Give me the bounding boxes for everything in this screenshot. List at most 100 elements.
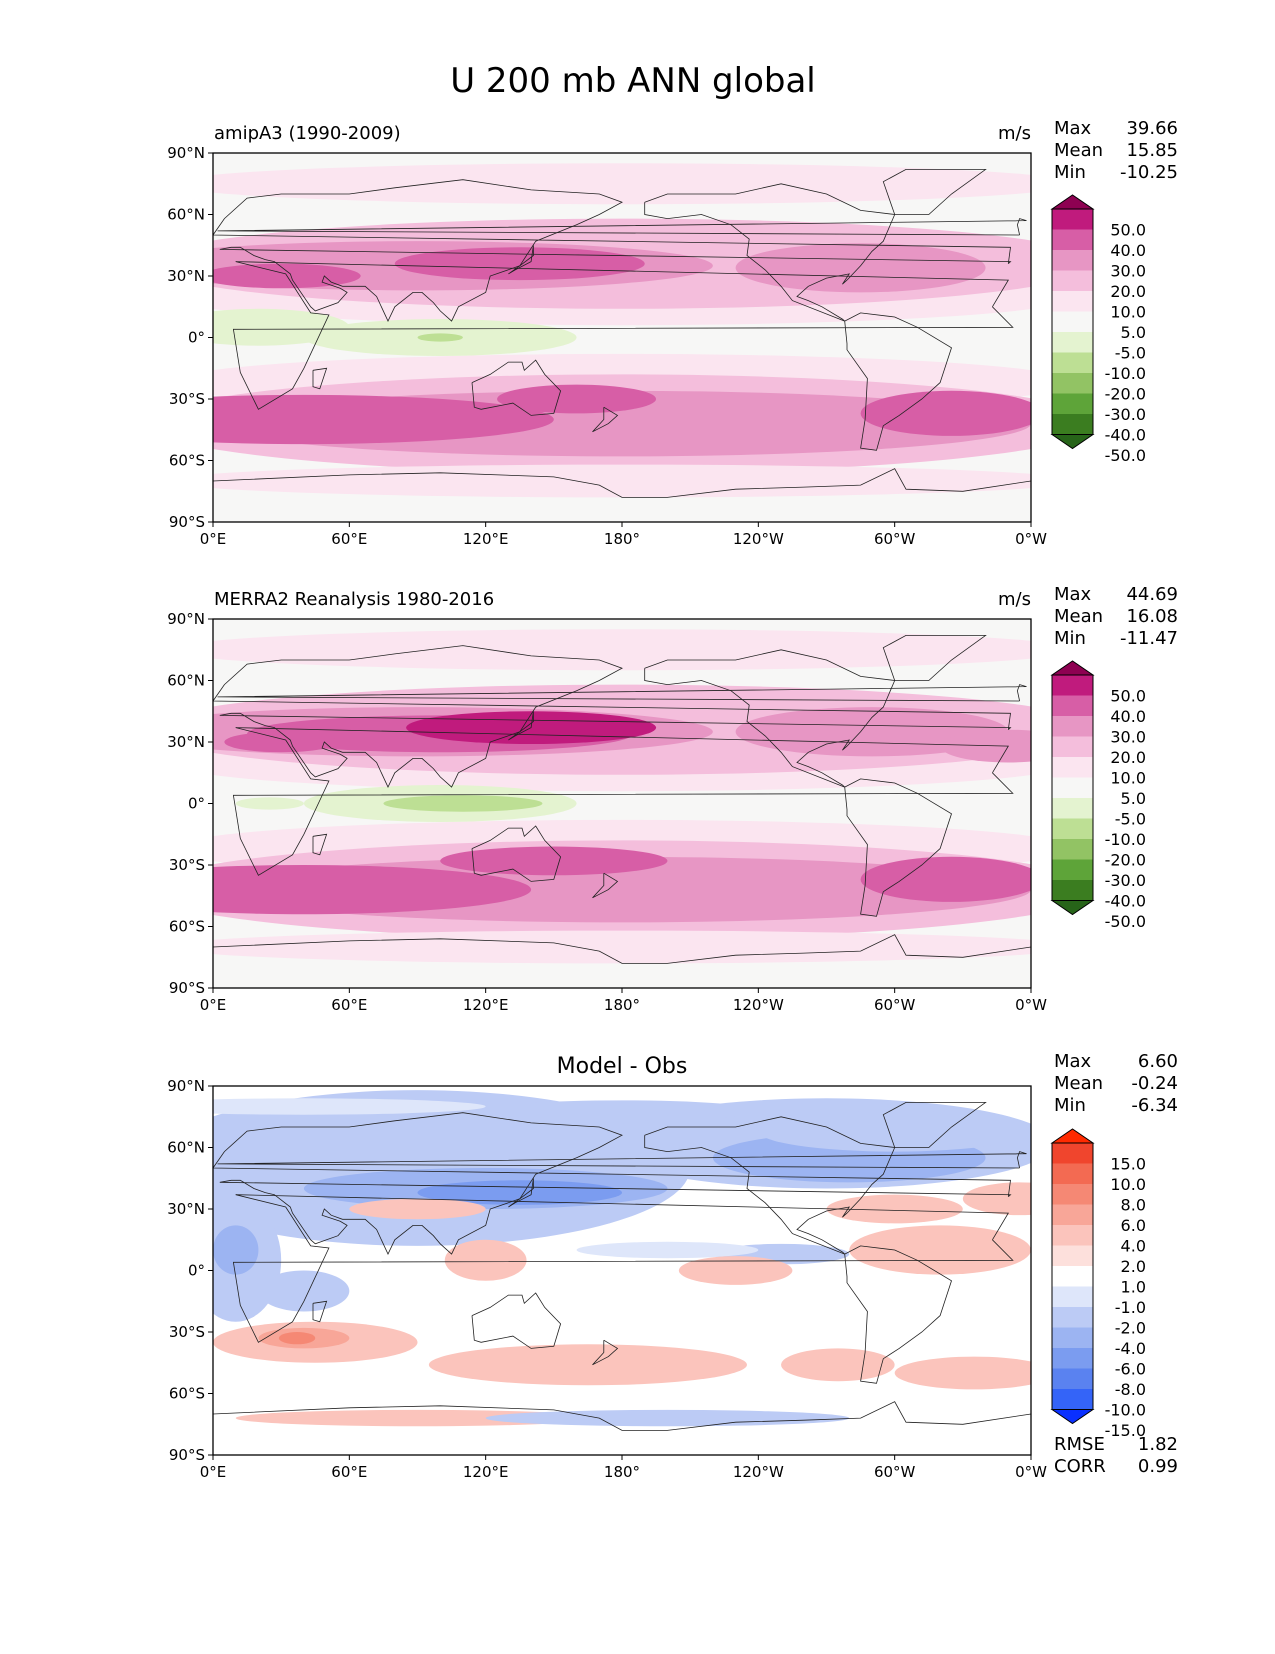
contour-region [962,1182,1031,1216]
x-tick-label: 60°E [331,530,367,548]
contour-region [576,1241,759,1259]
colorbar-segment [1052,1143,1093,1164]
colorbar-segment [1052,839,1093,860]
coastline [217,218,1027,236]
y-tick-label: 60°N [167,206,205,224]
corr-value: 0.99 [1138,1456,1178,1477]
contour-region [235,797,304,810]
coastline [213,1112,1012,1256]
coastline [508,1178,534,1208]
colorbar-segment [1052,414,1093,435]
contour-region [235,1409,600,1427]
coastline [232,261,1014,410]
reference-mean-value: 16.08 [1126,606,1178,627]
colorbar-segment [1052,209,1093,230]
difference-mean-value: -0.24 [1131,1073,1178,1094]
test-coastlines [213,168,1031,498]
colorbar-level-label: 15.0 [1110,1155,1146,1174]
colorbar-level-label: 40.0 [1110,241,1146,260]
y-tick-label: 0° [188,329,205,347]
colorbar-segment [1052,229,1093,251]
colorbar-segment [1052,373,1093,394]
contour-region [735,243,986,293]
contour-region [213,930,1031,964]
coastline [217,1151,1027,1169]
coastline [232,727,1014,876]
colorbar-level-label: 50.0 [1110,687,1146,706]
colorbar-level-label: -10.0 [1105,1401,1146,1420]
contour-region [349,1198,486,1220]
reference-contour-field [213,619,1031,988]
colorbar-level-label: -10.0 [1105,364,1146,383]
coastline [471,1292,562,1349]
colorbar-level-label: 2.0 [1121,1257,1146,1276]
colorbar-outline [1051,1142,1094,1410]
y-tick-label: 90°S [169,1446,205,1464]
difference-min-value: -6.34 [1131,1095,1178,1116]
coastline [312,367,328,390]
x-tick-label: 60°E [331,1463,367,1481]
coastline [592,1339,619,1366]
x-tick-label: 180° [604,530,640,548]
reference-max-value: 44.69 [1126,584,1178,605]
colorbar-segment [1052,675,1093,696]
colorbar-segment [1052,1307,1093,1328]
colorbar-segment [1052,332,1093,353]
difference-mean-label: Mean [1054,1073,1103,1094]
reference-title-left: MERRA2 Reanalysis 1980-2016 [214,589,494,610]
coastline [844,312,952,451]
coastline [882,635,987,681]
colorbar-extend-min [1050,900,1095,916]
colorbar-segment [1052,736,1093,758]
y-tick-label: 30°N [167,1200,205,1218]
colorbar-level-label: -40.0 [1105,426,1146,445]
x-tick-label: 0°E [200,996,227,1014]
coastline [213,1401,1031,1431]
colorbar-level-label: -50.0 [1105,446,1146,465]
y-tick-label: 90°N [167,1077,205,1095]
colorbar-level-label: -5.0 [1115,810,1146,829]
coastline [213,468,1031,498]
x-tick-label: 180° [604,1463,640,1481]
colorbar-extend-max [1050,194,1095,210]
reference-colorbar: 50.040.0 30.020.0 10.05.0 -5.0-10.0 -20.0-30… [1050,660,1146,931]
reference-axis-ticks: 0°E 60°E 120°E 180° 120°W 60°W 0°W 90°N 60°N 30°N… [167,610,1047,1014]
y-tick-label: 60°S [169,452,205,470]
colorbar-segment [1052,291,1093,312]
reference-title-right: m/s [998,589,1031,610]
test-mean-label: Mean [1054,140,1103,161]
coastline [213,179,1012,323]
x-tick-label: 120°W [733,1463,784,1481]
coastline [592,872,619,899]
test-colorbar: 50.040.0 30.020.0 10.05.0 -5.0-10.0 -20.0-30… [1050,194,1146,465]
contour-region [497,384,657,414]
y-tick-label: 90°N [167,610,205,628]
colorbar-level-label: 5.0 [1121,323,1146,342]
coastline [592,406,619,433]
colorbar-segment [1052,311,1093,333]
colorbar-segment [1052,716,1093,737]
coastline [471,359,562,416]
colorbar-segment [1052,1286,1093,1308]
x-tick-label: 120°E [463,996,509,1014]
colorbar-segment [1052,1225,1093,1246]
test-min-value: -10.25 [1120,162,1178,183]
colorbar-level-label: -5.0 [1115,344,1146,363]
coastline [312,1300,328,1323]
colorbar-segment [1052,1204,1093,1226]
reference-panel: 0°E 60°E 120°E 180° 120°W 60°W 0°W 90°N 60°N 30°N… [167,584,1178,1014]
x-tick-label: 60°W [874,996,916,1014]
coastline [644,1116,896,1255]
colorbar-segment [1052,1163,1093,1185]
colorbar-level-label: 30.0 [1110,728,1146,747]
difference-stats: Max 6.60 Mean -0.24 Min -6.34 RMSE 1.82 … [1054,1051,1178,1477]
contour-region [428,1344,747,1386]
test-title-right: m/s [998,123,1031,144]
contour-region [849,1225,1031,1275]
colorbar-level-label: 5.0 [1121,789,1146,808]
contour-region [417,333,463,342]
y-tick-label: 30°N [167,733,205,751]
coastline [232,1194,1014,1343]
colorbar-level-label: -6.0 [1115,1360,1146,1379]
y-tick-label: 60°S [169,918,205,936]
